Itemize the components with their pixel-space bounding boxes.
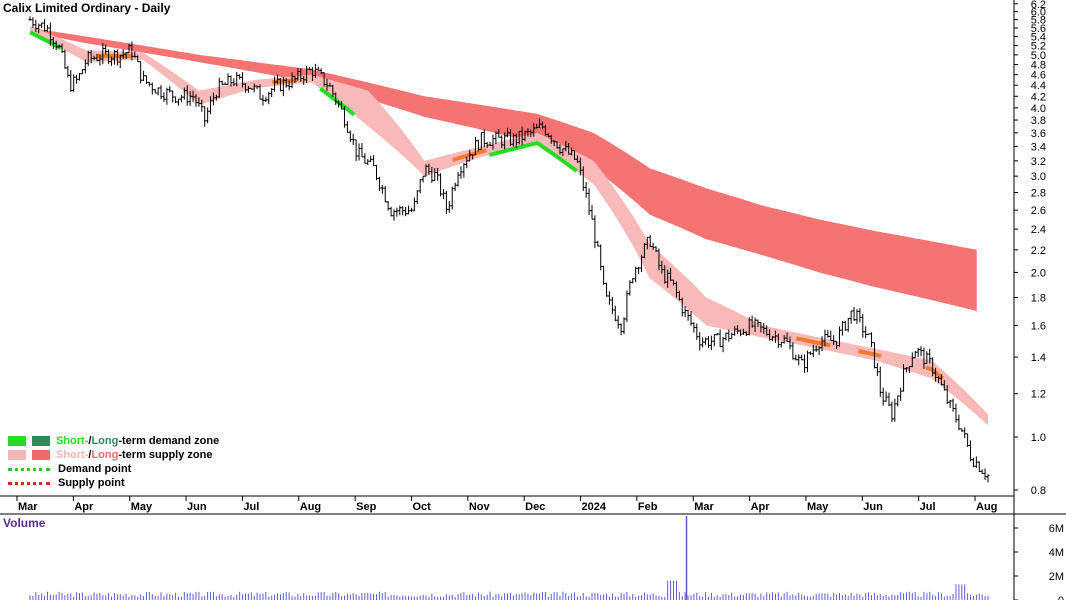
x-tick-label: May [131, 501, 153, 513]
demand-point-swatch [8, 467, 50, 471]
legend-supply-long: Long [91, 449, 119, 461]
long-supply-swatch [32, 450, 50, 460]
long-demand-swatch [32, 436, 50, 446]
y-tick-label: 5.6 [1031, 23, 1046, 35]
y-tick-label: 2.4 [1031, 224, 1046, 236]
y-tick-label: 1.6 [1031, 320, 1046, 332]
legend-demand-short: Short- [56, 435, 89, 447]
y-tick-label: 1.8 [1031, 292, 1046, 304]
y-tick-label: 4.2 [1031, 91, 1046, 103]
price-y-axis: 0.8 1.0 1.2 1.4 1.6 1.8 2.0 2.2 2.4 2.6 2.8 3.0 3.2 3… [1014, 0, 1046, 497]
legend-supply-sep: / [88, 449, 92, 461]
x-tick-label: Nov [469, 501, 491, 513]
x-tick-label: May [807, 501, 829, 513]
legend-supply-rest: -term supply zone [118, 449, 213, 461]
x-tick-label: Aug [976, 501, 997, 513]
supply-point-swatch [8, 481, 50, 485]
vol-tick-label: 4M [1049, 547, 1064, 559]
legend-supply-point-label: Supply point [58, 477, 125, 489]
legend-demand-point: Demand point [8, 462, 219, 476]
y-tick-label: 6.2 [1031, 0, 1046, 11]
x-tick-label: Feb [638, 501, 658, 513]
y-tick-label: 4.6 [1031, 70, 1046, 82]
y-tick-label: 1.4 [1031, 352, 1046, 364]
y-tick-label: 5.0 [1031, 50, 1046, 62]
price-candles [28, 16, 990, 483]
y-tick-label: 3.6 [1031, 128, 1046, 140]
long-term-zone-band [30, 27, 977, 312]
y-tick-label: 2.6 [1031, 205, 1046, 217]
y-tick-label: 3.2 [1031, 156, 1046, 168]
chart-title: Calix Limited Ordinary - Daily [3, 1, 171, 15]
legend-demand-long: Long [91, 435, 119, 447]
y-tick-label: 5.2 [1031, 41, 1046, 53]
legend-supply-point: Supply point [8, 476, 219, 490]
x-tick-label: Jun [187, 501, 207, 513]
y-tick-label: 4.0 [1031, 103, 1046, 115]
y-tick-label: 0.8 [1031, 485, 1046, 497]
y-tick-label: 3.8 [1031, 115, 1046, 127]
y-tick-label: 2.8 [1031, 188, 1046, 200]
long-term-supply-zone [30, 27, 977, 312]
y-tick-label: 4.8 [1031, 60, 1046, 72]
x-tick-label: Jul [920, 501, 936, 513]
y-tick-label: 5.4 [1031, 32, 1046, 44]
y-tick-label: 1.2 [1031, 389, 1046, 401]
x-tick-label: 2024 [582, 501, 607, 513]
legend: Short- / Long -term demand zone Short- / … [8, 434, 219, 490]
x-tick-label: Mar [18, 501, 38, 513]
x-tick-label: Jun [863, 501, 883, 513]
volume-title: Volume [3, 516, 46, 530]
y-tick-label: 2.0 [1031, 267, 1046, 279]
legend-demand-rest: -term demand zone [118, 435, 220, 447]
vol-tick-label: 6M [1049, 523, 1064, 535]
x-tick-label: Oct [412, 501, 431, 513]
short-demand-swatch [8, 436, 26, 446]
x-tick-label: Sep [356, 501, 376, 513]
short-transition-segment-5 [925, 365, 945, 381]
x-tick-label: Apr [751, 501, 771, 513]
short-demand-segment-2 [488, 140, 578, 173]
legend-supply-short: Short- [56, 449, 89, 461]
legend-demand-zone: Short- / Long -term demand zone [8, 434, 219, 448]
short-term-zone-band [30, 25, 988, 426]
y-tick-label: 2.2 [1031, 245, 1046, 257]
y-tick-label: 6.0 [1031, 7, 1046, 19]
legend-demand-sep: / [88, 435, 92, 447]
y-tick-label: 3.4 [1031, 141, 1046, 153]
y-tick-label: 5.8 [1031, 15, 1046, 27]
legend-demand-point-label: Demand point [58, 463, 132, 475]
legend-supply-zone: Short- / Long -term supply zone [8, 448, 219, 462]
x-tick-label: Dec [525, 501, 545, 513]
x-tick-label: Aug [300, 501, 321, 513]
x-tick-label: Jul [243, 501, 259, 513]
vol-tick-label: 0 [1058, 595, 1064, 600]
x-tick-label: Apr [74, 501, 94, 513]
y-tick-label: 1.0 [1031, 432, 1046, 444]
time-x-axis: Mar Apr May Jun Jul Aug Sep Oct Nov Dec 2024 Feb Mar… [16, 496, 997, 513]
short-demand-segment-1 [319, 87, 356, 117]
vol-tick-label: 2M [1049, 571, 1064, 583]
y-tick-label: 3.0 [1031, 171, 1046, 183]
short-supply-swatch [8, 450, 26, 460]
volume-panel: 6M 4M 2M 0 [29, 516, 1064, 600]
x-tick-label: Mar [694, 501, 714, 513]
short-transition-segment-4 [857, 349, 882, 358]
y-tick-label: 4.4 [1031, 80, 1046, 92]
